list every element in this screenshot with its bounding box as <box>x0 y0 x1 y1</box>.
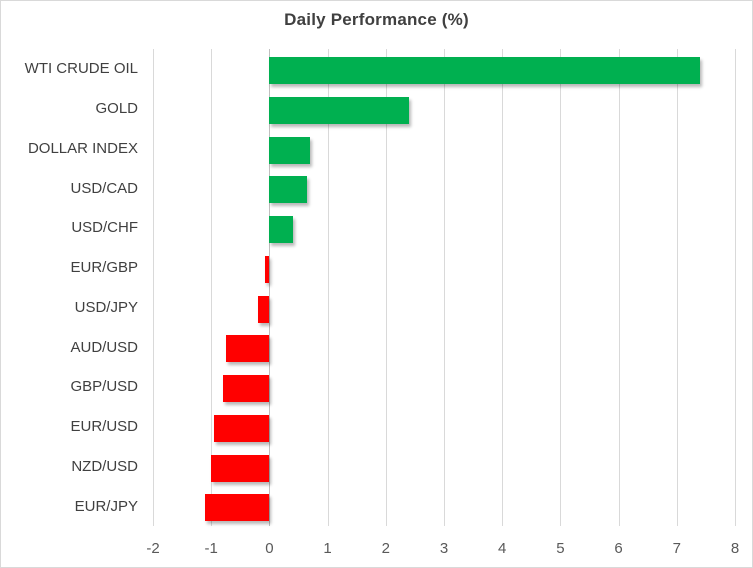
gridline <box>211 49 213 526</box>
gridline <box>676 49 678 526</box>
category-label: USD/CAD <box>70 179 138 197</box>
gridline <box>502 49 504 526</box>
bar-nzd-usd <box>211 454 270 482</box>
x-tick-label: 7 <box>672 540 681 557</box>
category-label: GBP/USD <box>70 378 138 396</box>
category-label: WTI CRUDE OIL <box>24 60 138 78</box>
bar-wti-crude-oil <box>269 57 701 84</box>
x-tick-label: 3 <box>439 540 449 557</box>
x-tick-label: 8 <box>730 540 740 557</box>
x-tick-label: -1 <box>204 540 218 557</box>
bar-dollar-index <box>269 136 311 164</box>
category-label: EUR/GBP <box>70 259 138 277</box>
bar-gbp-usd <box>222 375 270 402</box>
gridline <box>444 49 445 526</box>
gridline <box>618 49 620 526</box>
category-label: EUR/JPY <box>74 497 138 515</box>
bar-usd-cad <box>269 176 308 204</box>
gridline <box>153 49 154 526</box>
zero-gridline <box>269 49 271 526</box>
x-tick-label: 5 <box>556 540 565 557</box>
x-tick-label: 1 <box>323 540 332 557</box>
bar-gold <box>269 96 410 124</box>
category-label: EUR/USD <box>70 418 138 436</box>
chart-title: Daily Performance (%) <box>284 10 469 29</box>
bar-usd-chf <box>269 216 293 243</box>
category-label: DOLLAR INDEX <box>27 139 138 157</box>
x-tick-label: 6 <box>614 540 623 557</box>
bar-eur-usd <box>214 414 270 442</box>
category-axis: WTI CRUDE OIL GOLD DOLLAR INDEX USD/CAD USD/… <box>1 49 138 526</box>
bar-eur-jpy <box>205 494 270 522</box>
category-label: USD/JPY <box>74 298 138 316</box>
bar-usd-jpy <box>257 295 270 323</box>
plot-area <box>153 49 736 526</box>
x-tick-label: 0 <box>265 540 274 557</box>
category-label: GOLD <box>95 100 138 118</box>
bar-eur-gbp <box>264 255 270 283</box>
gridline <box>735 49 736 526</box>
category-label: USD/CHF <box>71 219 138 237</box>
x-tick-label: 2 <box>381 540 390 557</box>
gridline <box>327 49 329 526</box>
bar-aud-usd <box>225 335 270 363</box>
category-label: NZD/USD <box>71 457 138 475</box>
x-tick-label: 4 <box>498 540 507 557</box>
value-axis: -2 -1 0 1 2 3 4 5 6 7 8 <box>146 536 739 564</box>
gridline <box>560 49 562 526</box>
category-label: AUD/USD <box>70 338 138 356</box>
x-tick-label: -2 <box>146 540 160 557</box>
gridline <box>385 49 387 526</box>
